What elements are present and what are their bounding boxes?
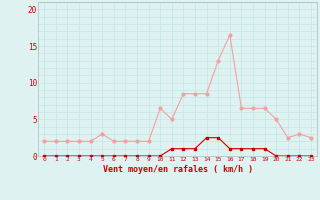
X-axis label: Vent moyen/en rafales ( km/h ): Vent moyen/en rafales ( km/h ) — [103, 165, 252, 174]
